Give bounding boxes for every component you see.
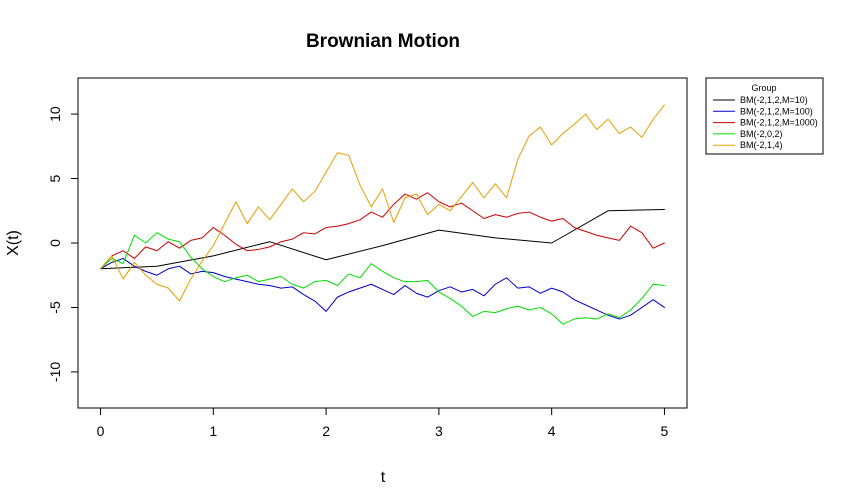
y-axis-label: X(t)	[5, 230, 22, 256]
legend-label-1: BM(-2,1,2,M=10)	[740, 95, 808, 105]
x-axis: 0 1 2 3 4 5	[97, 408, 669, 439]
legend-title: Group	[751, 83, 776, 93]
series-layer	[100, 104, 665, 325]
y-tick-label: 5	[47, 174, 63, 182]
series-line-5	[100, 104, 665, 302]
series-line-2	[100, 257, 665, 320]
legend-box	[705, 77, 824, 155]
x-tick-label: 5	[661, 423, 669, 439]
series-line-4	[100, 232, 665, 325]
legend-label-4: BM(-2,0,2)	[740, 129, 783, 139]
y-tick-label: 10	[47, 106, 63, 122]
legend-label-5: BM(-2,1,4)	[740, 140, 783, 150]
chart-title: Brownian Motion	[306, 31, 460, 52]
y-tick-label: -5	[47, 301, 63, 314]
y-axis: -10 -5 0 5 10	[47, 106, 78, 382]
x-tick-label: 2	[322, 423, 330, 439]
series-line-1	[100, 208, 665, 270]
legend: Group BM(-2,1,2,M=10)BM(-2,1,2,M=100) BM(…	[705, 77, 824, 155]
series-line-3	[100, 192, 665, 270]
x-tick-label: 3	[435, 423, 443, 439]
x-tick-label: 1	[209, 423, 217, 439]
legend-label-3: BM(-2,1,2,M=1000)	[740, 118, 818, 128]
x-tick-label: 4	[548, 423, 556, 439]
x-tick-label: 0	[97, 423, 105, 439]
y-tick-label: -10	[47, 362, 63, 382]
legend-label-2: BM(-2,1,2,M=100)	[740, 106, 813, 116]
x-axis-label: t	[381, 469, 386, 486]
y-tick-label: 0	[47, 239, 63, 247]
